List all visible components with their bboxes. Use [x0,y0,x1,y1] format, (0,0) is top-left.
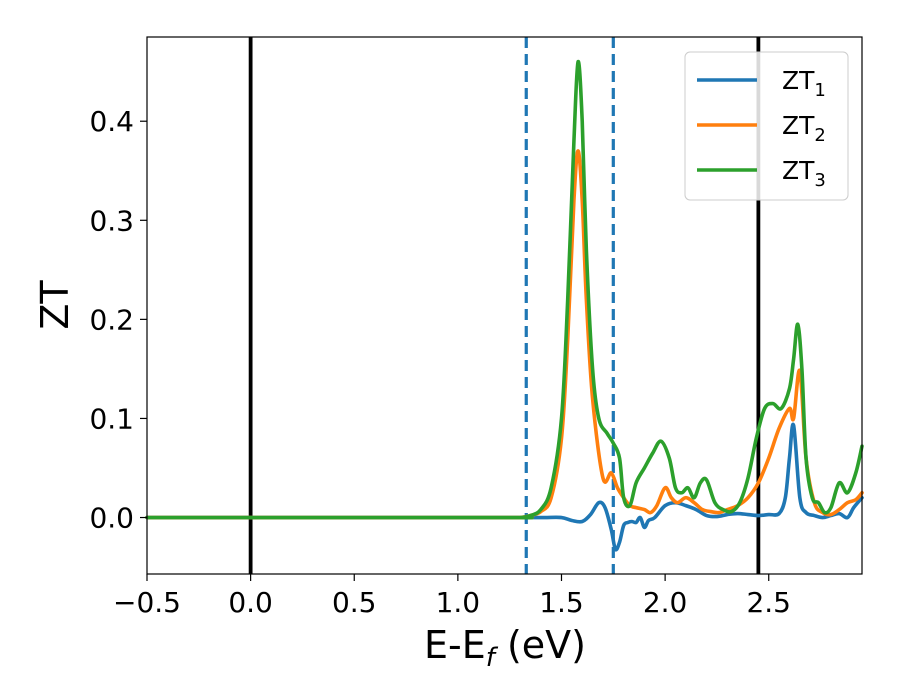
legend-label-zt1: ZT1 [782,66,826,101]
y-tick-label: 0.2 [89,303,134,336]
y-axis-ticks: 0.0 0.1 0.2 0.3 0.4 [89,105,147,535]
series-line-zt2 [145,149,864,520]
x-tick-label: −0.5 [113,586,181,619]
y-axis-label: ZT [33,280,77,330]
x-tick-label: 0.5 [332,586,377,619]
y-tick-label: 0.4 [89,105,134,138]
y-tick-label: 0.0 [89,502,134,535]
x-tick-label: 1.0 [436,586,481,619]
plot-frame [146,36,863,575]
legend-label-zt2: ZT2 [782,111,826,146]
series-line-zt1 [145,422,864,552]
series-line-zt3 [145,59,864,520]
x-tick-label: 2.5 [746,586,791,619]
x-tick-label: 1.5 [539,586,584,619]
y-tick-label: 0.1 [89,402,134,435]
x-axis-label: E-Ef (eV) [424,623,586,673]
legend-label-zt3: ZT3 [782,156,826,191]
legend-box [684,51,849,201]
x-tick-label: 0.0 [228,586,273,619]
legend: ZT1 ZT2 ZT3 [684,51,849,201]
x-tick-label: 2.0 [643,586,688,619]
series-lines [145,59,864,552]
y-tick-label: 0.3 [89,204,134,237]
x-axis-ticks: −0.5 0.0 0.5 1.0 1.5 2.0 2.5 [113,574,791,619]
